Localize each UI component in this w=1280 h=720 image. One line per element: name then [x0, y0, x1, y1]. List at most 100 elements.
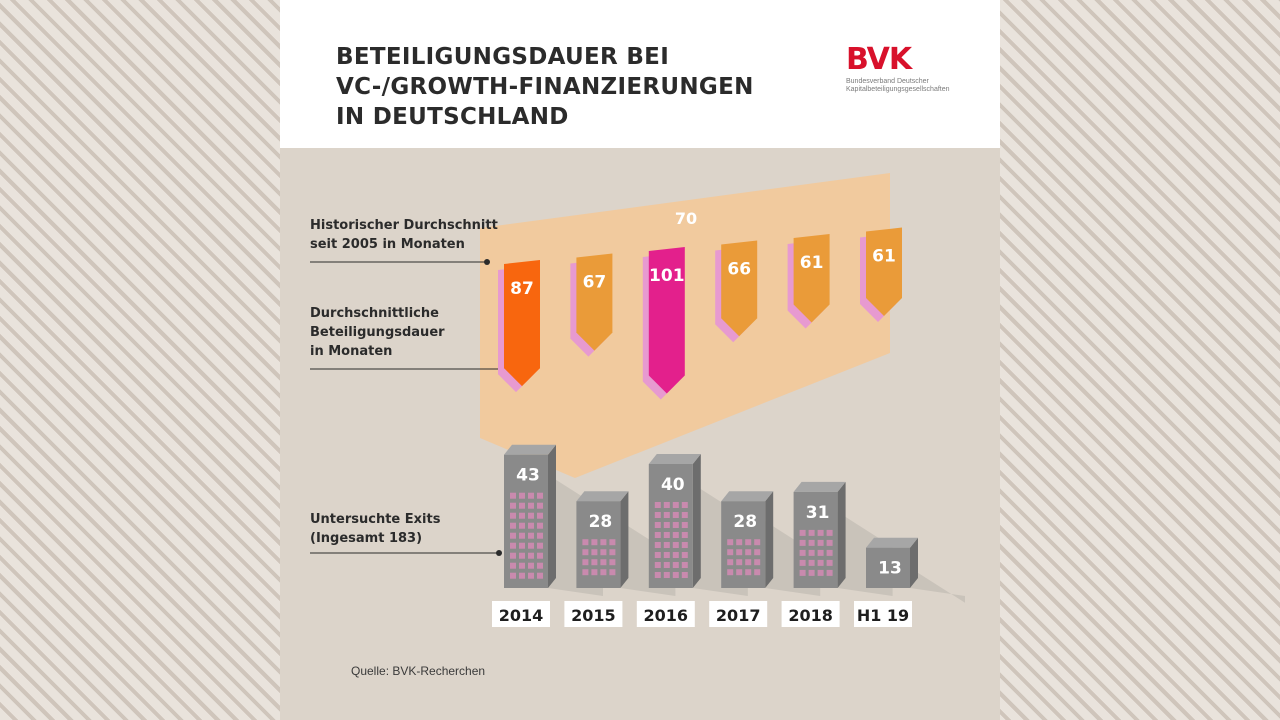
header: BETEILIGUNGSDAUER BEI VC-/GROWTH-FINANZI…: [280, 0, 1000, 148]
label-historical-average: Historischer Durchschnitt seit 2005 in M…: [310, 218, 498, 252]
building-window: [528, 502, 534, 509]
building-window: [826, 539, 833, 546]
leader-dot: [484, 259, 490, 265]
year-label-box: [492, 601, 550, 627]
historical-average-plane: [480, 173, 890, 478]
building-window: [591, 549, 598, 556]
building-window: [510, 562, 516, 569]
exit-building: 13: [866, 537, 918, 588]
building-window: [826, 549, 833, 556]
building-window: [672, 522, 679, 528]
building-window: [654, 532, 661, 538]
building-window: [519, 552, 525, 559]
building-window: [826, 569, 833, 576]
building-window: [510, 552, 516, 559]
building-top: [866, 537, 918, 548]
exit-value-label: 28: [589, 512, 613, 532]
building-side: [620, 491, 629, 588]
building-window: [672, 542, 679, 548]
building-window: [672, 532, 679, 538]
building-window: [510, 572, 516, 579]
building-window: [582, 549, 589, 556]
building-window: [681, 542, 688, 548]
exit-building: 40: [648, 454, 701, 588]
building-window: [799, 559, 806, 566]
exit-value-label: 31: [806, 503, 830, 523]
building-window: [808, 559, 815, 566]
label-exits: Untersuchte Exits (Ingesamt 183): [310, 512, 441, 546]
duration-value-label: 67: [583, 273, 607, 293]
building-window: [537, 512, 543, 519]
building-window: [736, 569, 743, 576]
building-window: [528, 552, 534, 559]
building-side: [692, 454, 701, 588]
exit-building: 28: [576, 491, 629, 588]
year-tick-label: 2016: [644, 606, 689, 625]
exit-value-label: 28: [733, 512, 757, 532]
building-top: [648, 454, 701, 464]
building-window: [663, 562, 670, 568]
building-window: [600, 559, 607, 566]
building-window: [591, 539, 598, 546]
building-window: [663, 512, 670, 518]
building-window: [528, 522, 534, 529]
leader-dot: [496, 550, 502, 556]
building-window: [745, 569, 752, 576]
building-window: [727, 559, 734, 566]
building-window: [600, 539, 607, 546]
building-shadow: [910, 567, 965, 603]
duration-ribbon: [648, 247, 685, 394]
logo-subtitle: Bundesverband Deutscher Kapitalbeteiligu…: [846, 78, 950, 93]
duration-ribbon: [793, 234, 830, 323]
year-label-box: [636, 601, 695, 627]
building-top: [793, 481, 846, 492]
historical-average-value: 70: [675, 209, 697, 228]
building-window: [808, 549, 815, 556]
building-window: [654, 572, 661, 578]
duration-value-label: 101: [649, 266, 685, 286]
building-window: [537, 552, 543, 559]
building-window: [808, 539, 815, 546]
building-window: [519, 512, 525, 519]
building-window: [654, 552, 661, 558]
building-top: [721, 491, 774, 502]
building-window: [663, 572, 670, 578]
building-window: [754, 559, 761, 566]
building-side: [837, 481, 846, 588]
building-window: [736, 559, 743, 566]
building-window: [799, 569, 806, 576]
building-window: [510, 522, 516, 529]
year-tick-label: 2014: [499, 606, 544, 625]
year-tick-label: 2015: [571, 606, 616, 625]
duration-ribbon: [866, 227, 902, 316]
building-window: [672, 562, 679, 568]
chart-title: BETEILIGUNGSDAUER BEI VC-/GROWTH-FINANZI…: [336, 44, 754, 130]
building-window: [537, 542, 543, 549]
chart: 70 87 67 101 66 61 61 43 28 40 28 31 13 2014 2015 20…: [310, 173, 965, 627]
exit-building: 28: [721, 491, 774, 588]
building-window: [528, 562, 534, 569]
building-window: [663, 502, 670, 508]
duration-value-label: 61: [800, 253, 824, 273]
building-window: [528, 532, 534, 539]
building-window: [591, 569, 598, 576]
building-window: [736, 539, 743, 546]
building-window: [826, 559, 833, 566]
building-window: [528, 492, 534, 499]
building-window: [510, 492, 516, 499]
building-window: [600, 549, 607, 556]
building-window: [510, 532, 516, 539]
duration-ribbon: [504, 260, 540, 387]
building-window: [609, 539, 616, 546]
building-window: [745, 559, 752, 566]
logo-mark: BVK: [846, 42, 912, 77]
building-window: [727, 539, 734, 546]
building-window: [519, 522, 525, 529]
building-window: [537, 572, 543, 579]
building-window: [663, 522, 670, 528]
building-window: [681, 552, 688, 558]
building-window: [672, 552, 679, 558]
duration-ribbon: [721, 240, 758, 337]
building-window: [799, 549, 806, 556]
building-window: [672, 512, 679, 518]
